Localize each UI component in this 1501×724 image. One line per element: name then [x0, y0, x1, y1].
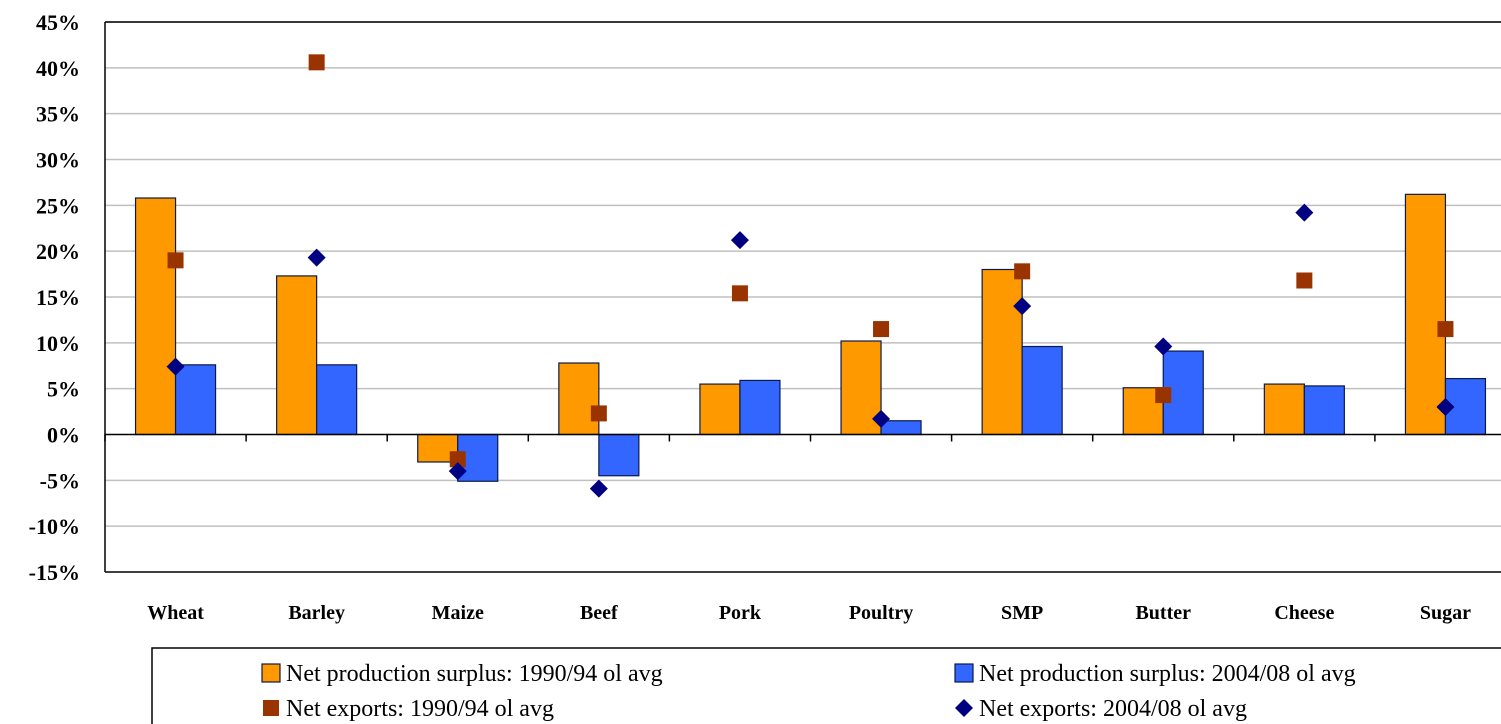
marker-net-exports-1990-94-butter: [1155, 387, 1172, 404]
legend-label: Net exports: 1990/94 ol avg: [286, 696, 554, 722]
bar-1990-94-pork: [699, 383, 741, 436]
bar-1990-94-beef: [558, 362, 600, 436]
marker-net-exports-1990-94-pork: [731, 285, 748, 302]
marker-net-exports-2004-08-butter: [1154, 337, 1173, 356]
legend-label: Net production surplus: 2004/08 ol avg: [979, 661, 1356, 687]
bars: [134, 193, 1487, 482]
y-tick-label: 40%: [36, 56, 80, 81]
bar-2004-08-beef: [598, 433, 640, 477]
x-tick-label: Beef: [580, 602, 618, 624]
y-tick-label: 10%: [36, 331, 80, 356]
gridlines: [105, 21, 1501, 527]
x-tick-label: Maize: [432, 602, 484, 624]
x-axis-ticks: Wheat Barley Maize Beef Pork Poultry SMP Butter…: [147, 602, 1471, 624]
y-tick-label: 15%: [36, 285, 80, 310]
legend-label: Net production surplus: 1990/94 ol avg: [286, 661, 663, 687]
y-tick-label: 25%: [36, 193, 80, 218]
x-tick-label: Cheese: [1274, 602, 1334, 624]
legend-swatch: [261, 663, 281, 683]
bar-1990-94-cheese: [1263, 383, 1305, 436]
y-tick-label: 0%: [47, 423, 80, 448]
marker-net-exports-2004-08-wheat: [166, 357, 185, 376]
bar-2004-08-wheat: [174, 364, 217, 436]
y-tick-label: 45%: [36, 10, 80, 35]
marker-net-exports-1990-94-sugar: [1437, 321, 1454, 338]
y-tick-label: 20%: [36, 239, 80, 264]
bar-2004-08-pork: [739, 379, 781, 436]
x-tick-label: Sugar: [1420, 602, 1471, 624]
x-tick-label: SMP: [1001, 602, 1043, 624]
marker-net-exports-1990-94-maize: [449, 451, 466, 468]
bar-1990-94-barley: [276, 275, 318, 436]
x-tick-label: Barley: [288, 602, 345, 624]
marker-net-exports-2004-08-cheese: [1295, 203, 1314, 222]
bar-1990-94-smp: [981, 268, 1023, 436]
y-axis-ticks: 45% 40% 35% 30% 25% 20% 15% 10% 5% 0% -5% -10% -15%: [29, 10, 80, 585]
y-tick-label: 35%: [36, 102, 80, 127]
bar-2004-08-smp: [1021, 345, 1063, 436]
marker-net-exports-2004-08-smp: [1013, 297, 1032, 316]
y-tick-label: 5%: [47, 377, 80, 402]
legend: Net production surplus: 1990/94 ol avg Ne…: [151, 647, 1501, 724]
marker-net-exports-2004-08-beef: [589, 479, 608, 498]
marker-net-exports-2004-08-barley: [307, 248, 326, 267]
bar-1990-94-wheat: [134, 197, 177, 436]
legend-swatch: [954, 663, 974, 683]
bar-1990-94-sugar: [1404, 193, 1447, 436]
legend-swatch: [263, 700, 279, 716]
axes: [104, 21, 1501, 573]
marker-net-exports-2004-08-pork: [730, 231, 749, 250]
legend-box: [151, 647, 1501, 724]
x-tick-label: Wheat: [147, 602, 204, 624]
y-tick-label: -10%: [29, 514, 80, 539]
marker-net-exports-1990-94-smp: [1014, 263, 1031, 280]
bar-2004-08-cheese: [1303, 385, 1345, 436]
y-tick-label: 30%: [36, 148, 80, 173]
marker-net-exports-1990-94-poultry: [873, 321, 890, 338]
marker-net-exports-2004-08-poultry: [872, 409, 891, 428]
bar-2004-08-poultry: [880, 420, 922, 436]
bar-2004-08-barley: [316, 364, 358, 436]
y-tick-label: -5%: [40, 468, 80, 493]
marker-net-exports-1990-94-wheat: [167, 252, 184, 269]
legend-label: Net exports: 2004/08 ol avg: [979, 696, 1247, 722]
marker-net-exports-1990-94-beef: [590, 405, 607, 422]
x-tick-label: Poultry: [849, 602, 913, 624]
x-tick-label: Pork: [719, 602, 762, 624]
marker-net-exports-2004-08-sugar: [1436, 398, 1455, 416]
legend-swatch: [955, 699, 973, 717]
y-tick-label: -15%: [29, 560, 80, 585]
markers: [166, 54, 1455, 498]
marker-net-exports-1990-94-barley: [308, 54, 325, 71]
x-tick-label: Butter: [1135, 602, 1191, 624]
marker-net-exports-1990-94-cheese: [1296, 272, 1313, 289]
marker-net-exports-2004-08-maize: [448, 462, 467, 481]
